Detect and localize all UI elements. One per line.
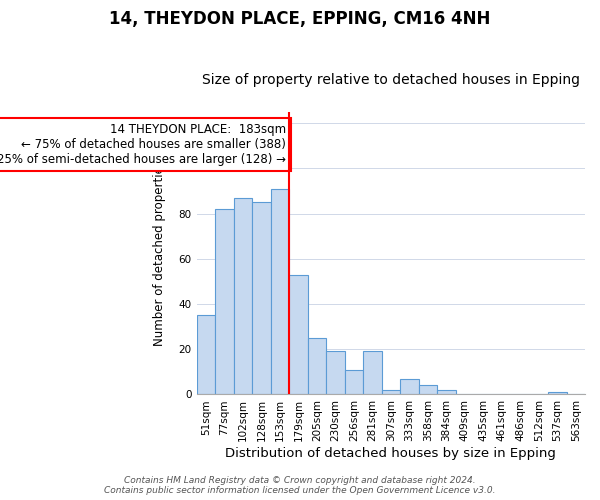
- Title: Size of property relative to detached houses in Epping: Size of property relative to detached ho…: [202, 73, 580, 87]
- Bar: [363, 352, 382, 395]
- Bar: [252, 202, 271, 394]
- Bar: [326, 352, 344, 395]
- Bar: [437, 390, 455, 394]
- Bar: [197, 316, 215, 394]
- Y-axis label: Number of detached properties: Number of detached properties: [154, 160, 166, 346]
- Bar: [233, 198, 252, 394]
- Bar: [271, 188, 289, 394]
- Bar: [289, 274, 308, 394]
- X-axis label: Distribution of detached houses by size in Epping: Distribution of detached houses by size …: [226, 447, 556, 460]
- Bar: [308, 338, 326, 394]
- Text: Contains HM Land Registry data © Crown copyright and database right 2024.
Contai: Contains HM Land Registry data © Crown c…: [104, 476, 496, 495]
- Bar: [400, 378, 419, 394]
- Bar: [382, 390, 400, 394]
- Bar: [215, 209, 233, 394]
- Text: 14, THEYDON PLACE, EPPING, CM16 4NH: 14, THEYDON PLACE, EPPING, CM16 4NH: [109, 10, 491, 28]
- Text: 14 THEYDON PLACE:  183sqm
← 75% of detached houses are smaller (388)
25% of semi: 14 THEYDON PLACE: 183sqm ← 75% of detach…: [0, 123, 286, 166]
- Bar: [344, 370, 363, 394]
- Bar: [419, 386, 437, 394]
- Bar: [548, 392, 566, 394]
